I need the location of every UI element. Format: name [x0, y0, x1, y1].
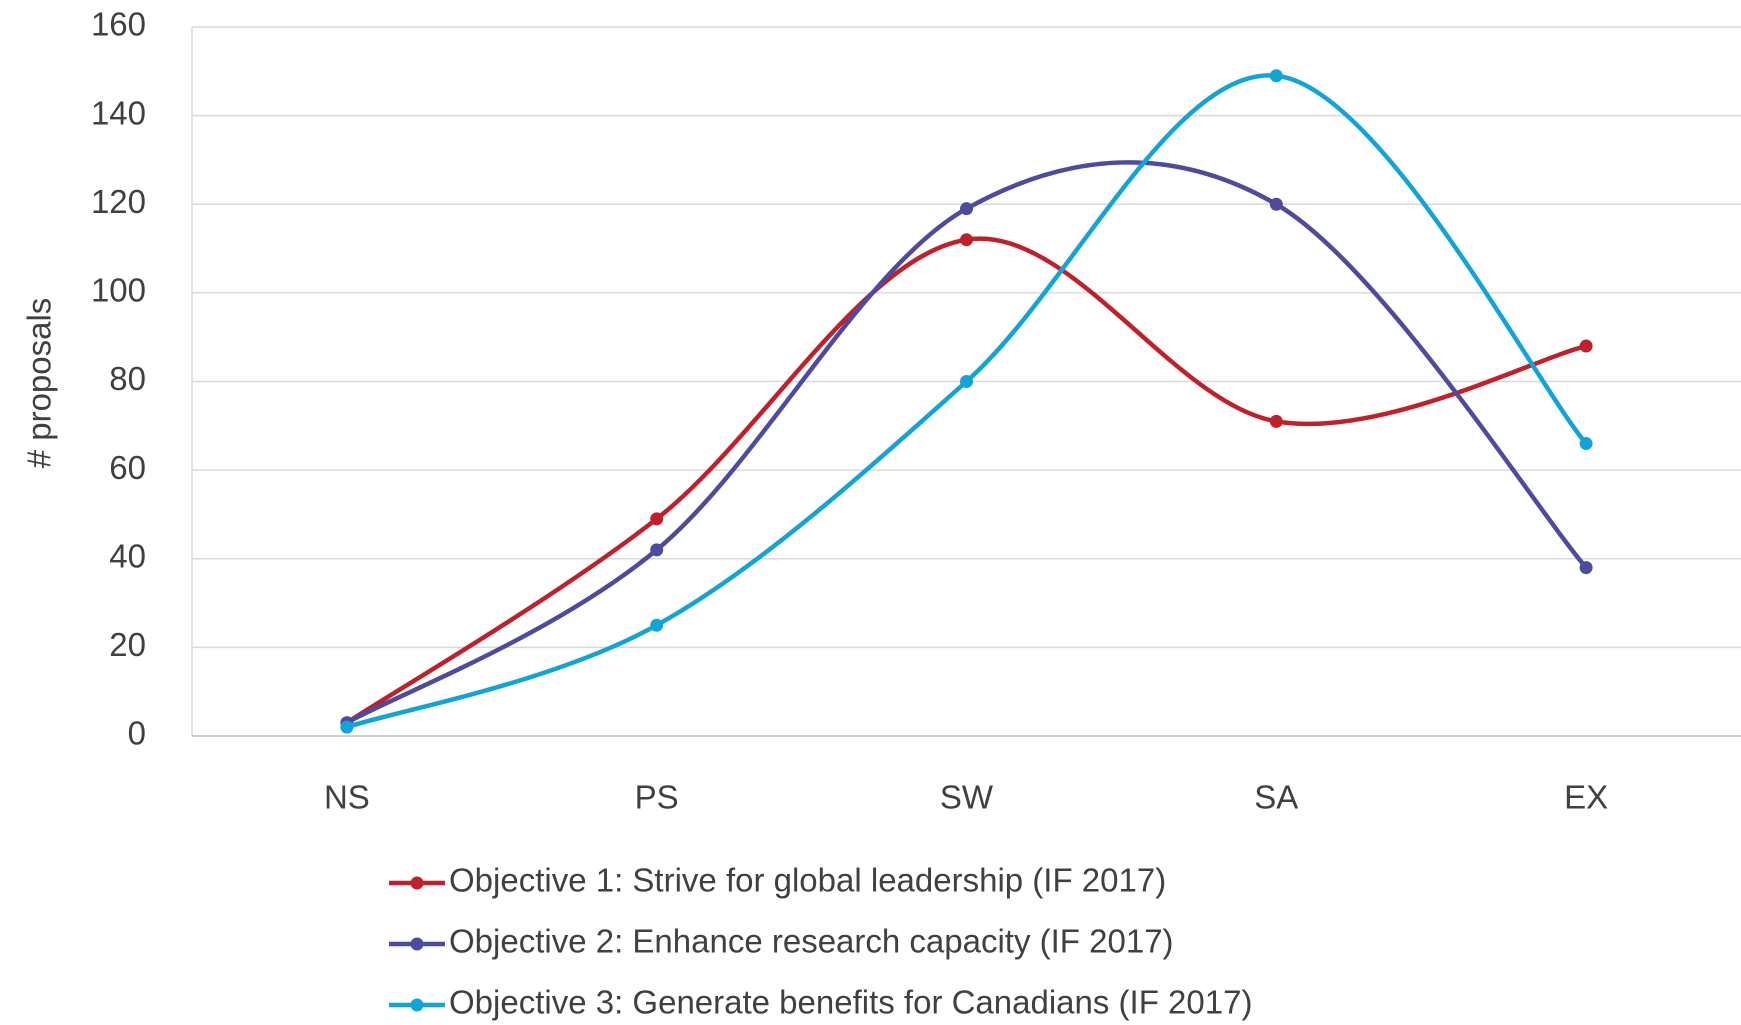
- x-tick-label: PS: [635, 779, 679, 816]
- series-line: [345, 160, 1588, 725]
- legend-marker: [410, 998, 424, 1012]
- y-tick-label: 80: [109, 360, 146, 397]
- y-tick-label: 140: [91, 94, 146, 131]
- point: [1579, 561, 1593, 575]
- y-tick-label: 20: [109, 626, 146, 663]
- y-tick-label: 0: [128, 715, 146, 752]
- legend-marker: [410, 937, 424, 951]
- x-tick-label: SW: [940, 779, 994, 816]
- y-tick-label: 40: [109, 537, 146, 574]
- y-tick-label: 120: [91, 183, 146, 220]
- point: [650, 512, 664, 526]
- point: [960, 375, 973, 388]
- point: [1269, 69, 1283, 83]
- legend-label: Objective 1: Strive for global leadershi…: [449, 862, 1166, 899]
- y-tick-label: 60: [109, 449, 146, 486]
- point: [1269, 414, 1283, 428]
- legend-label: Objective 2: Enhance research capacity (…: [449, 923, 1174, 960]
- point: [1579, 339, 1593, 353]
- legend-label: Objective 3: Generate benefits for Canad…: [449, 984, 1252, 1021]
- y-tick-label: 100: [91, 272, 146, 309]
- point: [340, 720, 354, 734]
- point: [650, 543, 664, 557]
- x-tick-label: SA: [1254, 779, 1298, 816]
- y-tick-label: 160: [91, 6, 146, 43]
- legend-marker: [410, 876, 424, 890]
- y-axis-label: # proposals: [21, 298, 58, 469]
- point: [1269, 197, 1283, 211]
- x-tick-label: NS: [324, 779, 370, 816]
- point: [650, 618, 664, 632]
- series-line: [346, 73, 1588, 730]
- point: [960, 233, 973, 247]
- x-tick-label: EX: [1564, 779, 1608, 816]
- series-line: [345, 236, 1587, 725]
- point: [1579, 437, 1593, 451]
- point: [960, 202, 973, 216]
